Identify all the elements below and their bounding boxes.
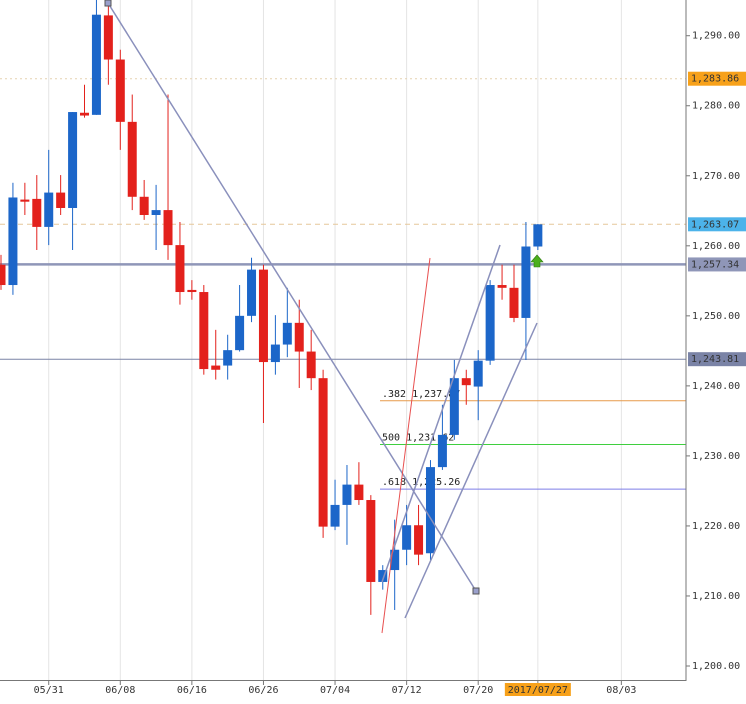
x-tick-label: 06/16 bbox=[177, 685, 207, 696]
x-tick-label: 07/20 bbox=[463, 685, 493, 696]
price-label-bg bbox=[688, 352, 746, 367]
candle-body bbox=[32, 198, 42, 227]
y-tick-label: 1,290.00 bbox=[692, 31, 740, 42]
drawings bbox=[104, 0, 544, 634]
candle-body bbox=[80, 112, 90, 116]
candle-body bbox=[473, 360, 483, 387]
y-tick-label: 1,280.00 bbox=[692, 101, 740, 112]
candle-body bbox=[485, 285, 495, 361]
y-tick-label: 1,220.00 bbox=[692, 521, 740, 532]
x-tick-label: 07/12 bbox=[392, 685, 422, 696]
price-label: 1,263.07 bbox=[691, 219, 739, 230]
candle-body bbox=[449, 378, 459, 435]
candle-body bbox=[425, 467, 435, 554]
candle-body bbox=[91, 14, 101, 115]
y-tick-label: 1,200.00 bbox=[692, 661, 740, 672]
candle-body bbox=[414, 525, 424, 555]
fib-label: .618 1,225.26 bbox=[382, 477, 460, 488]
fib-label: .382 1,237.87 bbox=[382, 389, 460, 400]
y-tick-label: 1,250.00 bbox=[692, 311, 740, 322]
candles bbox=[0, 0, 543, 615]
candle-body bbox=[115, 59, 125, 122]
candle-body bbox=[235, 315, 245, 351]
candle-body bbox=[306, 351, 316, 379]
x-tick-label: 2017/07/27 bbox=[508, 685, 568, 696]
trend-handle bbox=[104, 0, 112, 7]
price-label-bg bbox=[688, 71, 746, 86]
candle-body bbox=[282, 322, 292, 345]
candle-body bbox=[8, 197, 18, 286]
candle-body bbox=[68, 112, 78, 208]
candle-body bbox=[270, 344, 280, 363]
fib-fan-line bbox=[381, 257, 431, 634]
y-tick-label: 1,260.00 bbox=[692, 241, 740, 252]
cursor-label-bg bbox=[504, 683, 571, 696]
price-label-bg bbox=[688, 217, 746, 232]
candle-body bbox=[151, 210, 161, 215]
signal-arrow bbox=[530, 254, 544, 268]
candle-body bbox=[521, 246, 531, 318]
candle-body bbox=[497, 285, 507, 288]
x-tick-label: 06/08 bbox=[105, 685, 135, 696]
candle-body bbox=[378, 570, 388, 582]
candle-body bbox=[330, 504, 340, 527]
candle-body bbox=[20, 199, 30, 202]
candle-body bbox=[342, 484, 352, 505]
price-label: 1,257.34 bbox=[691, 259, 739, 270]
candle-body bbox=[199, 292, 209, 370]
grid bbox=[48, 0, 622, 680]
candle-body bbox=[461, 378, 471, 386]
price-label-bg bbox=[688, 257, 746, 272]
fib-label: 500 1,231.62 bbox=[382, 433, 454, 444]
candle-body bbox=[175, 245, 185, 293]
candle-body bbox=[294, 322, 304, 352]
candle-body bbox=[163, 210, 173, 246]
candle-body bbox=[258, 269, 268, 363]
x-tick-label: 05/31 bbox=[34, 685, 64, 696]
candle-body bbox=[127, 121, 137, 197]
candle-body bbox=[0, 264, 6, 286]
candle-body bbox=[103, 15, 113, 60]
candle-body bbox=[56, 192, 66, 208]
y-tick-label: 1,230.00 bbox=[692, 451, 740, 462]
candle-body bbox=[187, 289, 197, 293]
candle-body bbox=[533, 224, 543, 247]
x-tick-label: 08/03 bbox=[606, 685, 636, 696]
levels: .382 1,237.87 500 1,231.62 .618 1,225.26 bbox=[0, 78, 686, 490]
candle-body bbox=[390, 549, 400, 571]
y-tick-label: 1,240.00 bbox=[692, 381, 740, 392]
candle-body bbox=[211, 365, 221, 370]
candle-body bbox=[354, 484, 364, 501]
price-label: 1,283.86 bbox=[691, 74, 739, 85]
candle-body bbox=[437, 434, 447, 468]
candle-body bbox=[318, 378, 328, 527]
channel-line bbox=[404, 322, 538, 619]
trend-line bbox=[107, 2, 477, 592]
channel-line bbox=[381, 244, 501, 583]
y-tick-label: 1,210.00 bbox=[692, 591, 740, 602]
candle-body bbox=[247, 269, 257, 316]
candle-body bbox=[44, 192, 54, 227]
trend-handle bbox=[472, 587, 480, 595]
x-tick-label: 06/26 bbox=[248, 685, 278, 696]
candle-body bbox=[139, 196, 149, 215]
candle-body bbox=[223, 350, 233, 366]
candle-body bbox=[366, 500, 376, 582]
price-label: 1,243.81 bbox=[691, 354, 739, 365]
candle-body bbox=[509, 287, 519, 318]
x-tick-label: 07/04 bbox=[320, 685, 350, 696]
candle-body bbox=[402, 525, 412, 550]
y-tick-label: 1,270.00 bbox=[692, 171, 740, 182]
